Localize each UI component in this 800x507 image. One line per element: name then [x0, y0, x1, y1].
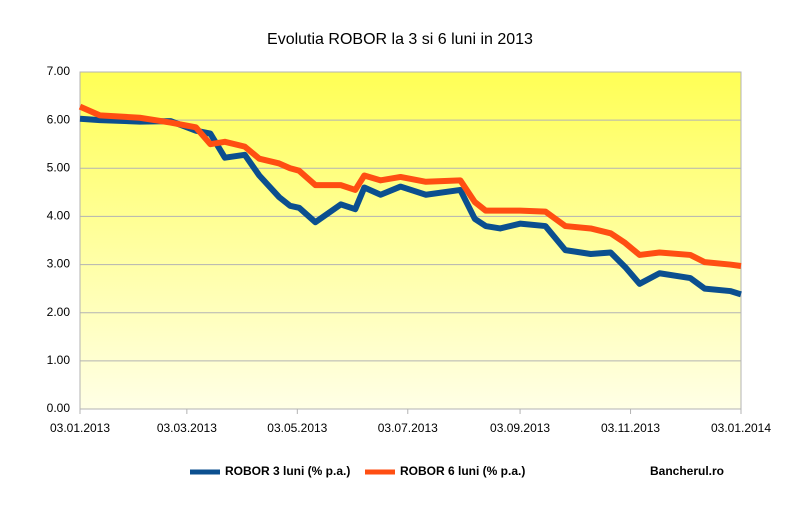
legend-label: ROBOR 6 luni (% p.a.): [400, 464, 525, 478]
series-line: [79, 115, 742, 298]
y-tick-label: 4.00: [47, 209, 71, 223]
x-tick-label: 03.03.2013: [157, 421, 217, 435]
x-tick-label: 03.09.2013: [490, 421, 550, 435]
x-tick-label: 03.01.2014: [711, 421, 771, 435]
y-tick-label: 0.00: [47, 401, 71, 415]
y-tick-label: 5.00: [47, 160, 71, 174]
annotation: Bancherul.ro: [650, 464, 724, 478]
x-tick-label: 03.05.2013: [267, 421, 327, 435]
x-tick-label: 03.11.2013: [601, 421, 660, 435]
y-tick-label: 7.00: [47, 64, 71, 78]
series-line: [78, 103, 742, 269]
y-tick-label: 2.00: [47, 305, 71, 319]
y-tick-label: 6.00: [47, 112, 71, 126]
x-tick-label: 03.07.2013: [378, 421, 438, 435]
legend-label: ROBOR 3 luni (% p.a.): [225, 464, 350, 478]
x-tick-label: 03.01.2013: [50, 421, 110, 435]
y-tick-label: 1.00: [47, 353, 71, 367]
chart-title: Evolutia ROBOR la 3 si 6 luni in 2013: [267, 31, 533, 48]
y-tick-label: 3.00: [47, 257, 71, 271]
